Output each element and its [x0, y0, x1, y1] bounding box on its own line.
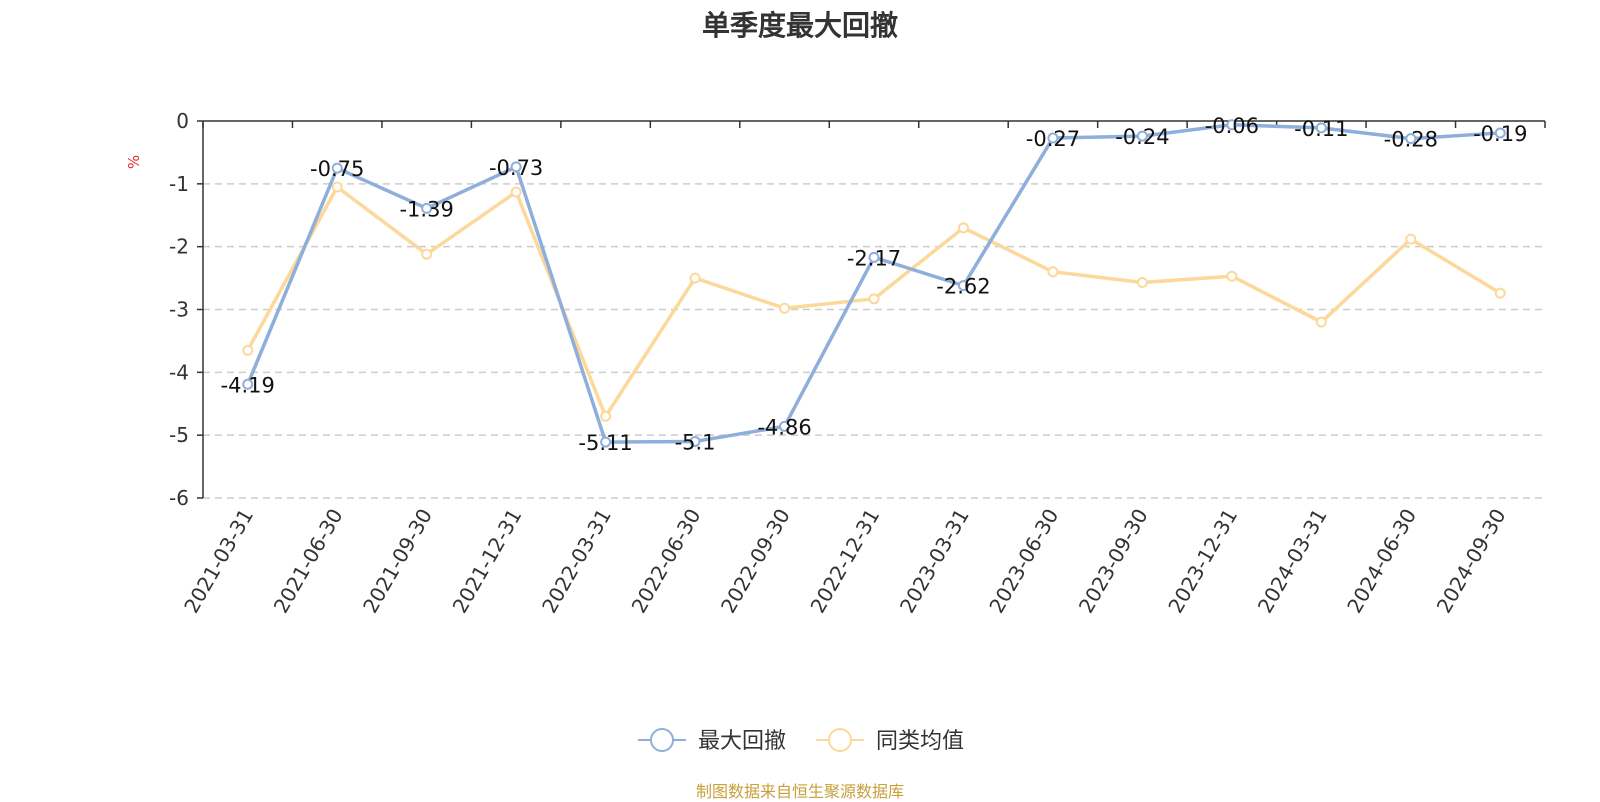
chart-title: 单季度最大回撤: [701, 9, 898, 42]
data-label: -2.17: [847, 246, 901, 270]
y-tick-label: -6: [169, 486, 189, 510]
data-point: [331, 181, 343, 193]
data-label: -2.62: [936, 275, 990, 299]
x-tick-label: 2022-12-31: [805, 505, 884, 618]
legend-marker: [828, 728, 852, 752]
data-label: -5.11: [578, 431, 632, 455]
data-point: [868, 251, 880, 263]
data-label: -0.28: [1384, 128, 1438, 152]
series-lines: [242, 119, 1506, 448]
data-point: [421, 248, 433, 260]
data-point: [1226, 119, 1238, 131]
y-tick-label: -5: [169, 423, 189, 447]
data-label: -1.39: [399, 197, 453, 221]
x-tick-label: 2024-09-30: [1432, 505, 1511, 618]
y-tick-label: 0: [176, 109, 189, 133]
data-point: [689, 435, 701, 447]
x-tick-label: 2023-09-30: [1074, 505, 1153, 618]
x-tick-label: 2021-03-31: [179, 505, 258, 618]
data-label: -0.06: [1205, 114, 1259, 138]
data-point: [1315, 316, 1327, 328]
data-label: -5.1: [675, 430, 716, 454]
data-point: [242, 378, 254, 390]
x-tick-label: 2021-12-31: [448, 505, 527, 618]
x-tick-label: 2021-09-30: [358, 504, 437, 617]
y-axis-unit: %: [125, 155, 143, 169]
x-tick-label: 2022-03-31: [537, 505, 616, 618]
data-point: [1494, 287, 1506, 299]
data-point: [331, 162, 343, 174]
data-point: [421, 202, 433, 214]
data-point: [1405, 133, 1417, 145]
data-point: [1494, 127, 1506, 139]
x-tick-label: 2023-06-30: [984, 505, 1063, 618]
data-point: [600, 410, 612, 422]
x-tick-label: 2024-03-31: [1253, 505, 1332, 618]
grid-lines: [203, 183, 1545, 499]
legend-marker: [650, 728, 674, 752]
data-point: [1136, 130, 1148, 142]
legend: 最大回撤 同类均值: [638, 728, 964, 754]
y-tick-label: -2: [169, 235, 189, 259]
data-point: [600, 436, 612, 448]
data-point: [1405, 233, 1417, 245]
y-tick-label: -4: [169, 360, 189, 384]
y-tick-label: -1: [169, 172, 189, 196]
data-label: -4.19: [221, 373, 275, 397]
data-point: [689, 272, 701, 284]
x-tick-label: 2022-09-30: [716, 505, 795, 618]
data-point: [779, 302, 791, 314]
data-point: [1047, 266, 1059, 278]
x-tick-label: 2023-12-31: [1163, 505, 1242, 618]
data-label: -0.73: [489, 156, 543, 180]
data-point: [1047, 132, 1059, 144]
source-note: 制图数据来自恒生聚源数据库: [695, 782, 904, 801]
y-tick-label: -3: [169, 298, 189, 322]
data-point: [242, 344, 254, 356]
data-point: [957, 222, 969, 234]
data-point: [510, 161, 522, 173]
data-label: -0.75: [310, 157, 364, 181]
data-point: [510, 186, 522, 198]
data-label: -4.86: [757, 415, 811, 439]
x-tick-label: 2024-06-30: [1342, 505, 1421, 618]
data-point: [1226, 270, 1238, 282]
data-labels: -4.19 -0.75 -1.39 -0.73 -5.11 -5.1 -4.86 -2.17 -…: [221, 114, 1528, 455]
data-point: [1136, 276, 1148, 288]
x-tick-label: 2022-06-30: [626, 505, 705, 618]
data-point: [957, 280, 969, 292]
data-label: -0.24: [1115, 125, 1169, 149]
x-tick-label: 2023-03-31: [895, 505, 974, 618]
x-tick-label: 2021-06-30: [269, 505, 348, 618]
data-point: [779, 420, 791, 432]
data-label: -0.11: [1294, 117, 1348, 141]
legend-label: 最大回撤: [698, 729, 786, 754]
data-point: [1315, 122, 1327, 134]
series-line: [246, 123, 1501, 444]
legend-label: 同类均值: [876, 729, 964, 754]
data-point: [868, 293, 880, 305]
data-label: -0.27: [1026, 127, 1080, 151]
data-label: -0.19: [1473, 122, 1527, 146]
